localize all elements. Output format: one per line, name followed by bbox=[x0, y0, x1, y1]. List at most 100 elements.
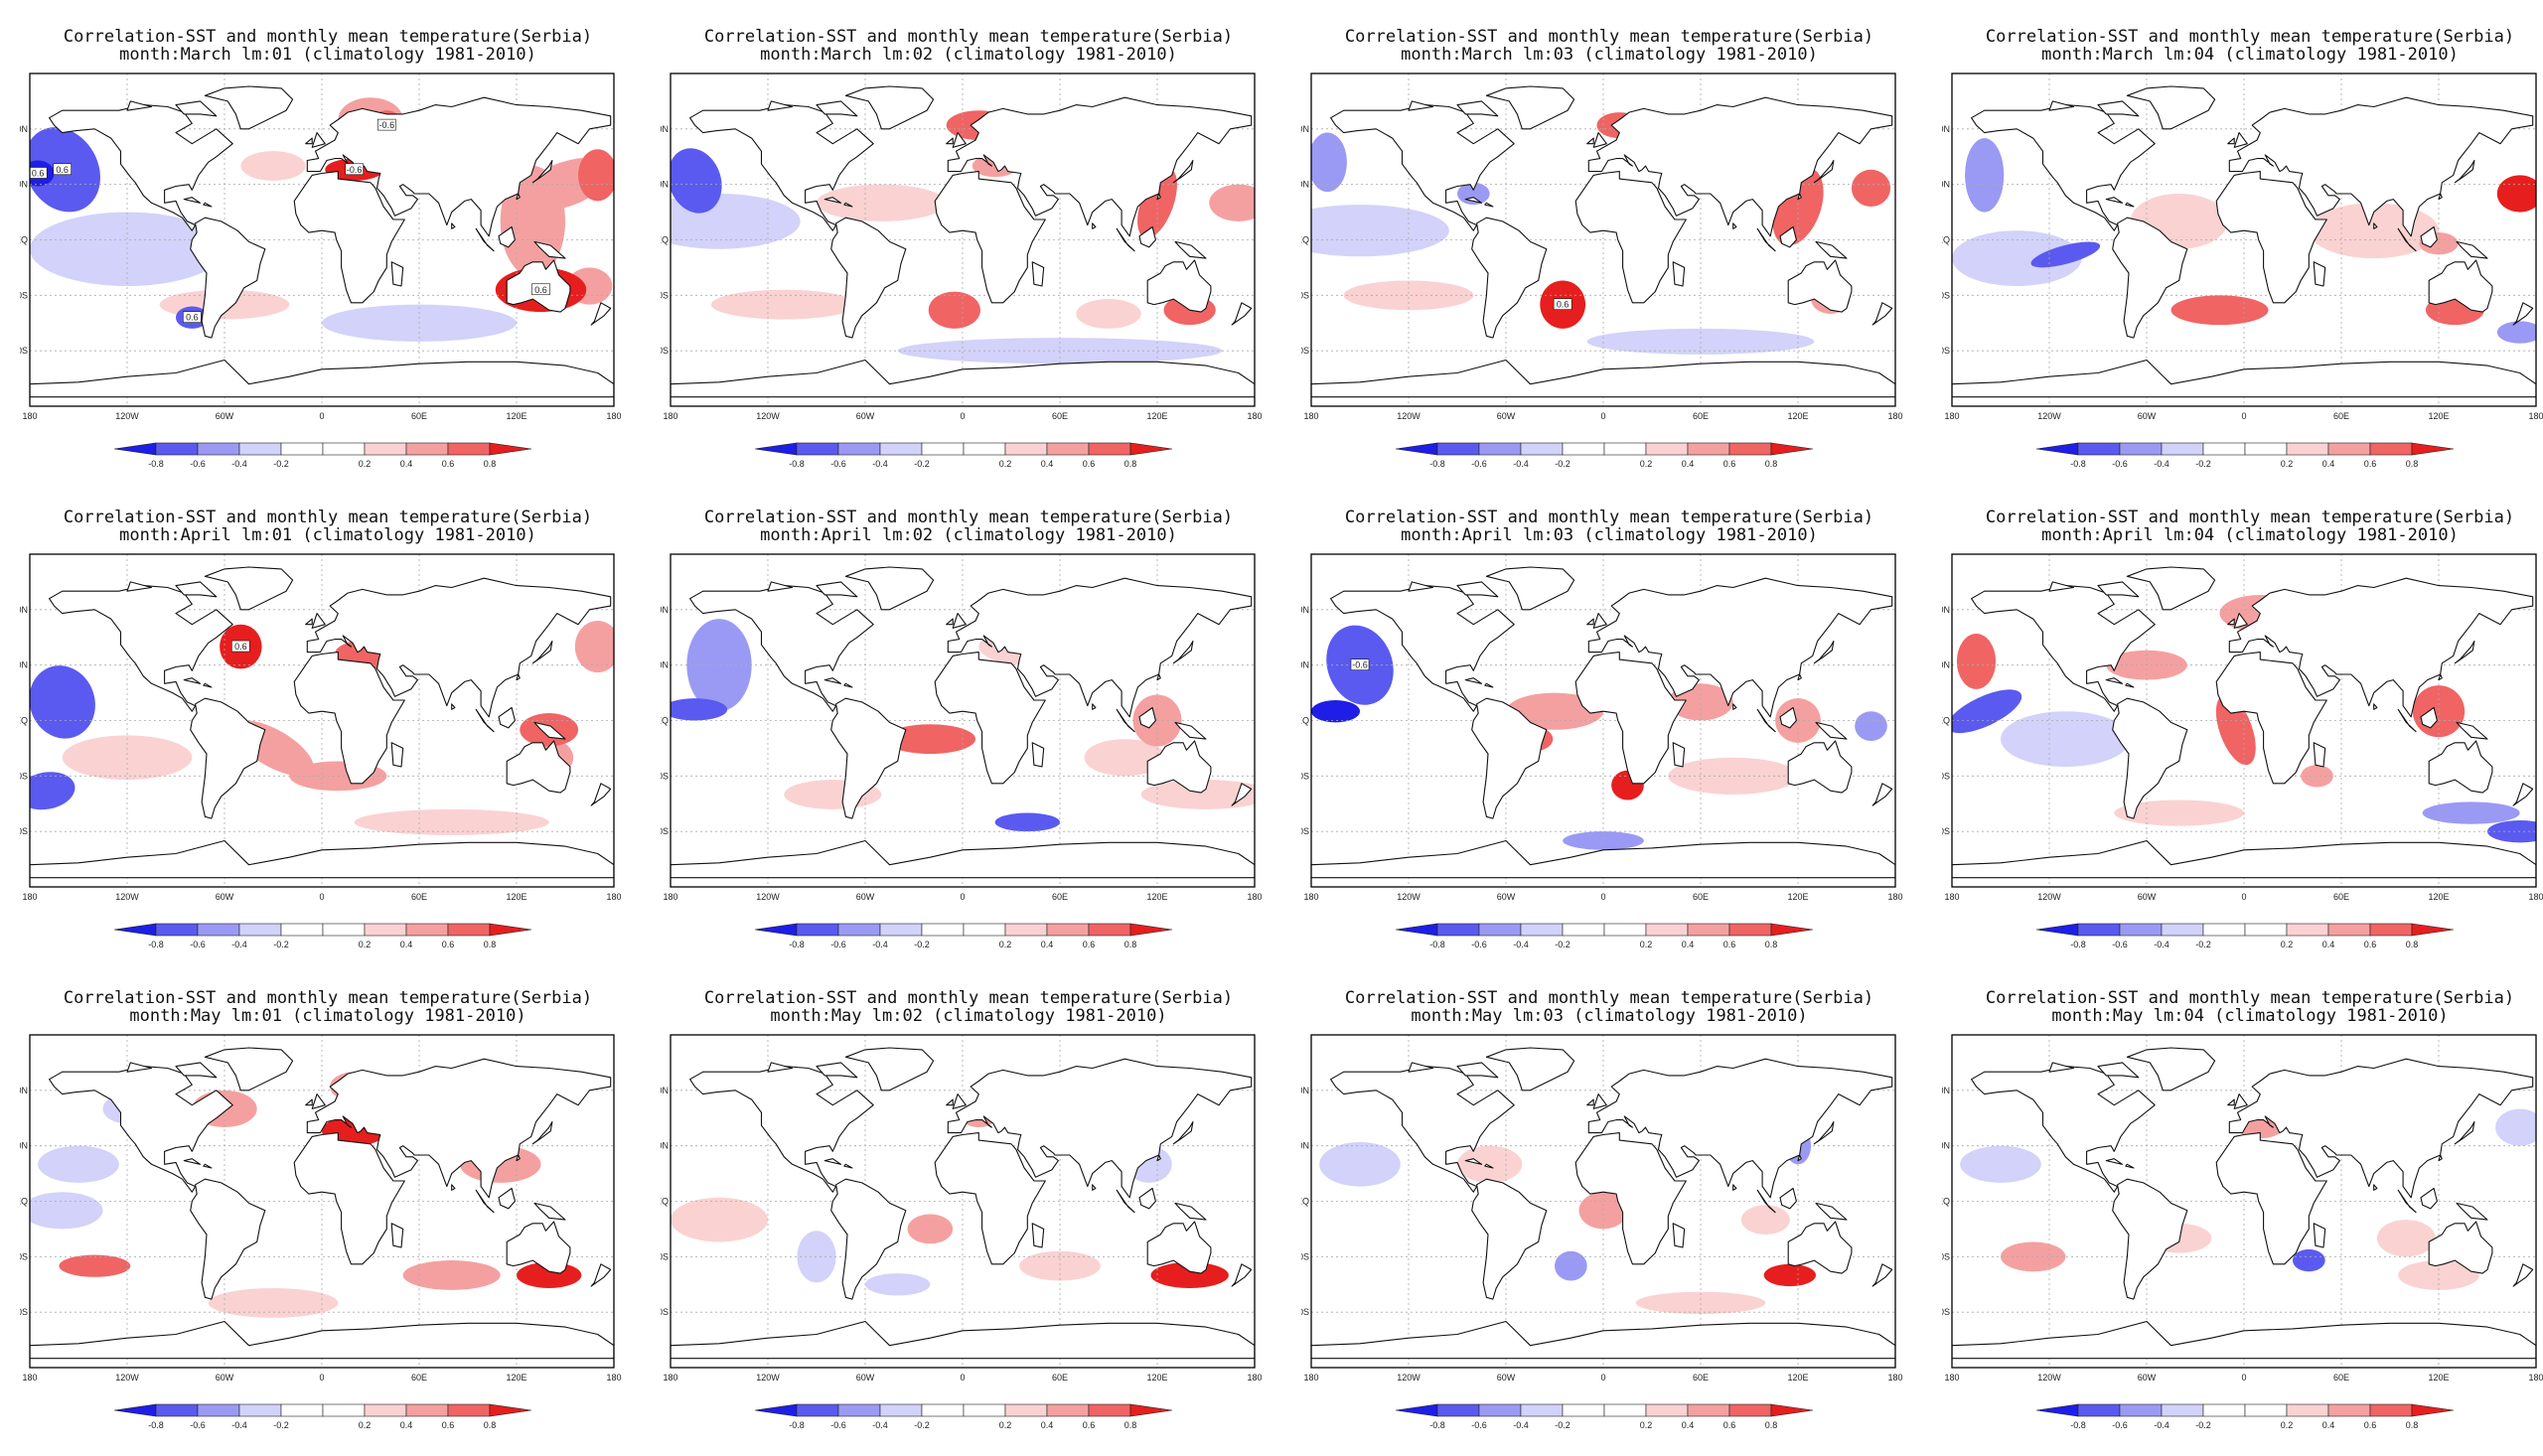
coastline bbox=[1092, 222, 1097, 229]
colorbar-segment bbox=[1562, 442, 1605, 456]
coastline bbox=[1172, 640, 1194, 664]
colorbar-segment bbox=[1478, 923, 1522, 937]
colorbar-segment bbox=[155, 1403, 199, 1417]
colorbar-tick-label: 0.2 bbox=[2281, 459, 2294, 469]
colorbar-tick-label: 0.4 bbox=[2322, 1420, 2335, 1430]
colorbar-segment bbox=[1088, 1403, 1131, 1417]
longitude-label: 180 bbox=[663, 411, 677, 421]
coastline bbox=[311, 132, 326, 148]
coastline bbox=[203, 202, 213, 208]
colorbar-segment bbox=[1603, 1403, 1647, 1417]
longitude-label: 0 bbox=[960, 411, 965, 421]
colorbar-tick-label: 0.8 bbox=[1765, 940, 1778, 949]
latitude-label: 60N bbox=[1301, 605, 1309, 615]
colorbar-segment bbox=[1603, 923, 1647, 937]
longitude-label: 60E bbox=[1052, 411, 1068, 421]
latitude-label: 60S bbox=[1301, 826, 1309, 836]
colorbar-segment bbox=[1645, 442, 1689, 456]
correlation-region bbox=[2170, 295, 2269, 326]
colorbar-tick-label: -0.2 bbox=[2195, 940, 2211, 949]
coastline bbox=[1156, 193, 1161, 201]
colorbar-segment bbox=[879, 442, 923, 456]
coastline bbox=[1146, 1221, 1212, 1274]
panel-subtitle: month:May lm:04 (climatology 1981-2010) bbox=[2051, 1006, 2449, 1026]
coastline bbox=[1787, 740, 1853, 794]
map-frame bbox=[670, 553, 1256, 888]
coastline bbox=[2438, 1154, 2443, 1162]
correlation-region bbox=[2422, 801, 2520, 824]
latitude-label: 60S bbox=[661, 826, 669, 836]
colorbar-segment bbox=[1046, 1403, 1090, 1417]
longitude-label: 180 bbox=[1303, 892, 1318, 902]
coastline bbox=[498, 706, 516, 729]
colorbar-segment bbox=[1520, 442, 1564, 456]
correlation-region bbox=[1855, 711, 1887, 741]
latitude-label: EQ bbox=[20, 235, 28, 245]
colorbar-tick-label: 0.6 bbox=[1723, 459, 1736, 469]
correlation-map-panel: Correlation-SST and monthly mean tempera… bbox=[20, 989, 636, 1456]
colorbar-tick-label: 0.2 bbox=[359, 940, 372, 949]
coastline bbox=[2215, 652, 2327, 785]
latitude-label: 60S bbox=[1942, 826, 1950, 836]
correlation-region bbox=[1019, 1250, 1101, 1281]
correlation-region bbox=[59, 1254, 131, 1277]
coastline bbox=[1971, 104, 2156, 231]
colorbar-segment bbox=[1395, 923, 1438, 937]
longitude-label: 60W bbox=[1497, 411, 1516, 421]
coastline bbox=[293, 171, 405, 304]
colorbar-segment bbox=[113, 1403, 157, 1417]
coastline bbox=[1471, 217, 1548, 339]
map-frame bbox=[1951, 553, 2537, 888]
latitude-label: 60S bbox=[20, 1307, 28, 1317]
coastline bbox=[2397, 1189, 2417, 1214]
coastline bbox=[1116, 227, 1135, 252]
coastline bbox=[1464, 1158, 1483, 1165]
coastline bbox=[830, 217, 907, 339]
colorbar-tick-label: 0.6 bbox=[442, 1420, 455, 1430]
coastline bbox=[1586, 618, 1594, 626]
colorbar-tick-label: -0.6 bbox=[1471, 940, 1487, 949]
colorbar-tick-label: -0.6 bbox=[190, 940, 206, 949]
colorbar-segment bbox=[1046, 923, 1090, 937]
coastline bbox=[1587, 96, 1893, 237]
correlation-region bbox=[1209, 184, 1255, 221]
colorbar-segment bbox=[155, 442, 199, 456]
coastline bbox=[1231, 783, 1253, 806]
coastline bbox=[1146, 740, 1212, 794]
longitude-label: 120E bbox=[1787, 411, 1808, 421]
correlation-region bbox=[1668, 757, 1798, 795]
colorbar-segment bbox=[2327, 923, 2371, 937]
colorbar-tick-label: 0.4 bbox=[1682, 459, 1695, 469]
latitude-label: 60N bbox=[20, 1086, 28, 1095]
panel-title: Correlation-SST and monthly mean tempera… bbox=[703, 988, 1234, 1008]
contour-label: 0.6 bbox=[32, 169, 45, 179]
longitude-label: 0 bbox=[2241, 1373, 2246, 1383]
longitude-label: 180 bbox=[663, 892, 677, 902]
longitude-label: 60E bbox=[2333, 411, 2349, 421]
colorbar-tick-label: 0.8 bbox=[2406, 459, 2419, 469]
latitude-label: EQ bbox=[661, 716, 669, 726]
latitude-label: 60S bbox=[1942, 346, 1950, 356]
colorbar-segment bbox=[2077, 1403, 2121, 1417]
colorbar-tick-label: 0.4 bbox=[2322, 940, 2335, 949]
longitude-label: 120W bbox=[2037, 1373, 2061, 1383]
world-correlation-map: 60N 30N EQ 30S 60S 180 120W 60W 0 60E 120E 180 -0.8 -… bbox=[661, 73, 1263, 469]
colorbar-segment bbox=[796, 923, 839, 937]
colorbar-tick-label: 0.4 bbox=[1041, 1420, 1054, 1430]
correlation-region bbox=[1555, 1250, 1587, 1281]
colorbar-tick-label: 0.6 bbox=[442, 940, 455, 949]
coastline bbox=[1456, 1062, 1499, 1079]
coastline bbox=[1779, 1187, 1797, 1210]
colorbar-tick-label: -0.4 bbox=[1513, 1420, 1529, 1430]
coastline bbox=[947, 96, 1253, 237]
coastline bbox=[1484, 202, 1494, 208]
coastline bbox=[952, 132, 967, 148]
longitude-label: 180 bbox=[1247, 1373, 1262, 1383]
colorbar-tick-label: 0.4 bbox=[400, 940, 413, 949]
coastline bbox=[2048, 1062, 2075, 1073]
colorbar-tick-label: 0.4 bbox=[400, 459, 413, 469]
coastline bbox=[689, 104, 874, 231]
correlation-region bbox=[38, 1145, 119, 1183]
coastline bbox=[1574, 652, 1687, 785]
coastline bbox=[1732, 222, 1737, 229]
